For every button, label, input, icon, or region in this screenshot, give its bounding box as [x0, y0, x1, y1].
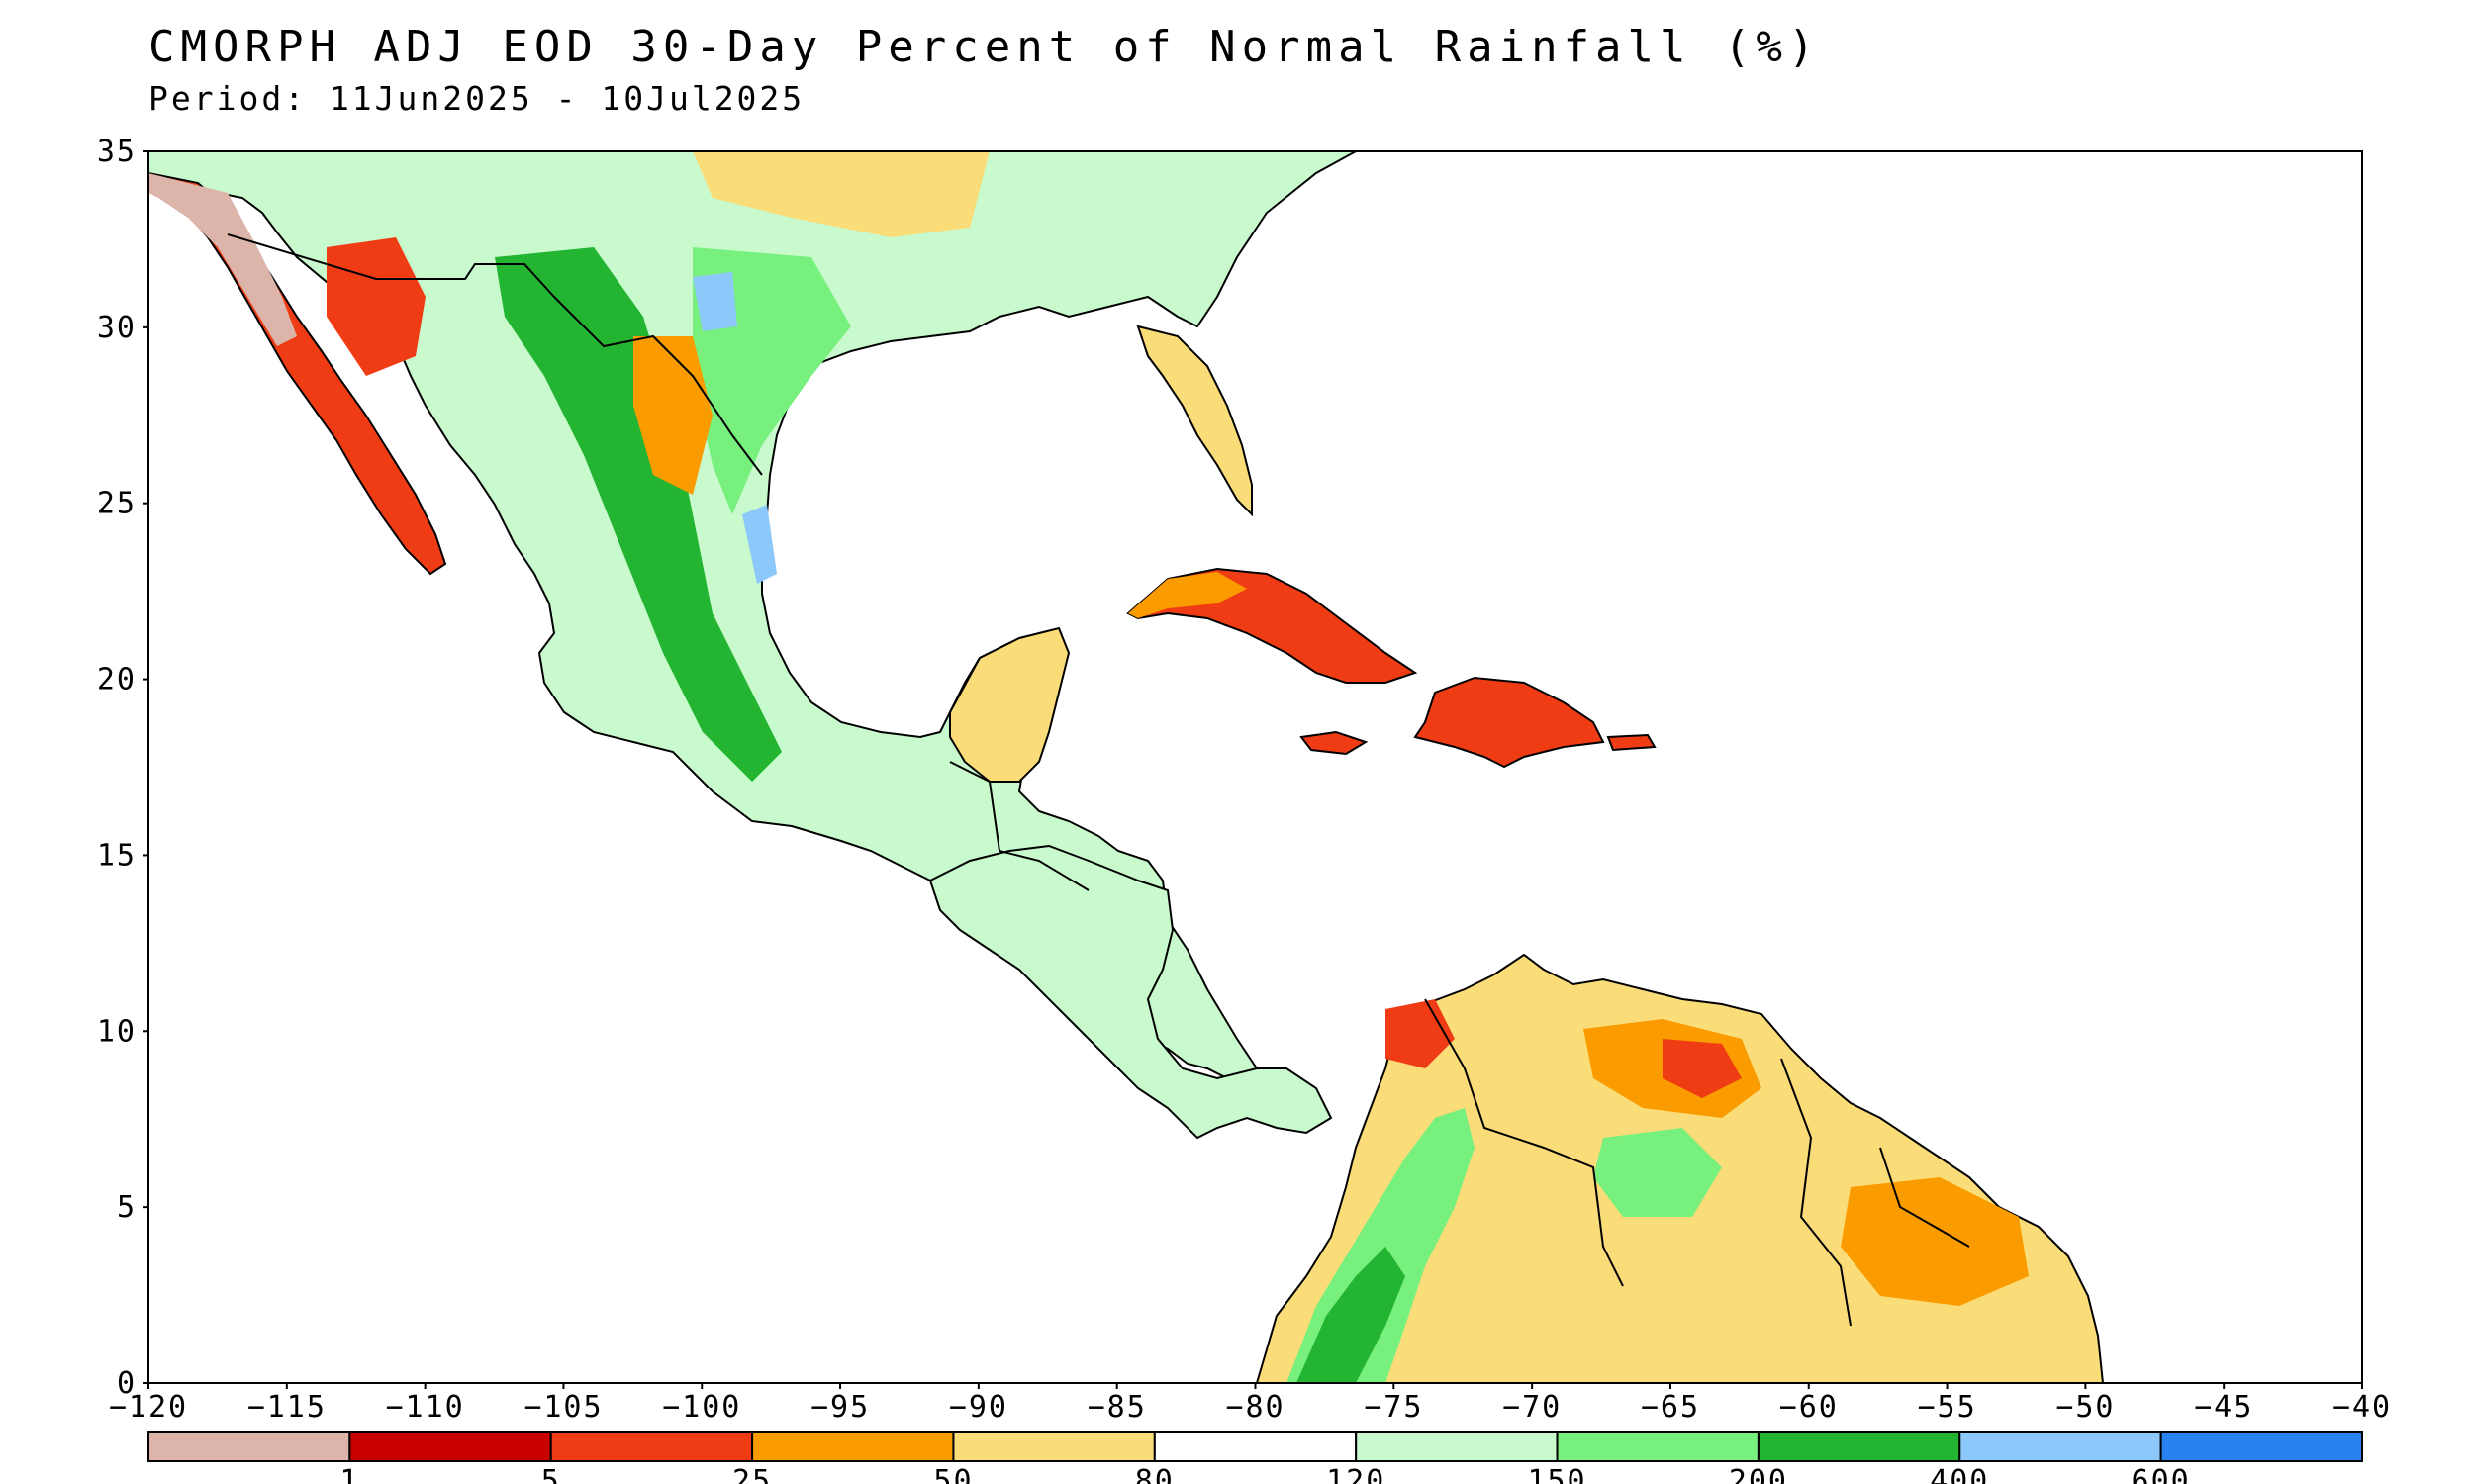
- colorbar-swatch: [147, 1431, 351, 1462]
- lon-tick-label: −100: [662, 1390, 741, 1425]
- colorbar-swatch: [1958, 1431, 2162, 1462]
- us-south-dry-zone: [693, 151, 990, 237]
- colorbar-label: 25: [732, 1464, 772, 1484]
- colorbar-label: 50: [933, 1464, 973, 1484]
- baja-dry-zone: [148, 173, 297, 346]
- lon-tick-label: −80: [1225, 1390, 1285, 1425]
- colorbar-swatch: [1757, 1431, 1961, 1462]
- lon-tick-label: −55: [1917, 1390, 1976, 1425]
- guianas-dry-zone: [1841, 1177, 2029, 1306]
- lat-tick-label: 15: [97, 838, 137, 873]
- colorbar-swatch: [549, 1431, 754, 1462]
- lon-tick-label: −75: [1364, 1390, 1423, 1425]
- central-america: [928, 844, 1333, 1140]
- sierra-madre-wet-zone: [495, 247, 782, 782]
- lon-tick-label: −105: [523, 1390, 603, 1425]
- lon-tick-label: −110: [386, 1390, 465, 1425]
- lat-tick-label: 5: [117, 1190, 137, 1225]
- colorbar-label: 120: [1326, 1464, 1385, 1484]
- national-borders: [227, 233, 1970, 1327]
- colorbar-swatch: [1153, 1431, 1358, 1462]
- texas-coast-blue-zone: [742, 505, 777, 584]
- lat-tick-label: 20: [97, 663, 137, 697]
- colorbar-label: 80: [1135, 1464, 1175, 1484]
- period-subtitle: Period: 11Jun2025 - 10Jul2025: [148, 79, 806, 118]
- puerto-rico: [1606, 733, 1657, 752]
- guyana-wet-zone: [1593, 1128, 1722, 1217]
- lon-tick-label: −65: [1641, 1390, 1700, 1425]
- lat-tick-label: 30: [97, 311, 137, 345]
- latitude-axis: 0 5 10 15 20 25 30 35: [97, 135, 148, 1401]
- colorbar-swatch: [1355, 1431, 1559, 1462]
- venezuela-driest-zone: [1663, 1039, 1742, 1098]
- map-title: CMORPH ADJ EOD 30-Day Percent of Normal …: [148, 22, 1821, 72]
- colorbar-label: 200: [1729, 1464, 1788, 1484]
- jamaica: [1299, 730, 1369, 756]
- north-colombia-dry-zone: [1385, 999, 1455, 1068]
- baja-california: [148, 171, 447, 576]
- cuba-west-zone: [1128, 572, 1247, 618]
- lon-tick-label: −95: [810, 1390, 870, 1425]
- lat-tick-label: 10: [97, 1014, 137, 1049]
- lat-tick-label: 25: [97, 487, 137, 521]
- hispaniola: [1413, 676, 1605, 769]
- longitude-axis: −120 −115 −110 −105 −100 −95 −90 −85 −80 −75 −70 −6…: [109, 1383, 2392, 1425]
- colorbar-label: 400: [1930, 1464, 1989, 1484]
- lon-tick-label: −120: [109, 1390, 188, 1425]
- colorbar-swatch: [952, 1431, 1156, 1462]
- lon-tick-label: −60: [1779, 1390, 1839, 1425]
- colorbar-swatch: [1556, 1431, 1760, 1462]
- yucatan-peninsula: [949, 626, 1071, 783]
- lat-tick-label: 0: [117, 1366, 137, 1401]
- west-texas-blue-zone: [693, 272, 737, 331]
- florida-peninsula: [1136, 325, 1253, 517]
- lon-tick-label: −85: [1088, 1390, 1147, 1425]
- lon-tick-label: −45: [2194, 1390, 2253, 1425]
- lon-tick-label: −90: [949, 1390, 1008, 1425]
- colorbar-swatch: [751, 1431, 955, 1462]
- colorbar-label: 150: [1527, 1464, 1586, 1484]
- lon-tick-label: −70: [1502, 1390, 1562, 1425]
- lon-tick-label: −50: [2055, 1390, 2115, 1425]
- colorbar-label: 600: [2132, 1464, 2191, 1484]
- colorbar-label: 5: [541, 1464, 561, 1484]
- lon-tick-label: −40: [2332, 1390, 2392, 1425]
- map-panel: [148, 151, 2105, 1383]
- colorbar-legend: 1 5 25 50 80 120 150 200 400 600: [147, 1431, 2364, 1484]
- lat-tick-label: 35: [97, 135, 137, 169]
- colorbar-swatch: [2159, 1431, 2364, 1462]
- colorbar-swatch: [348, 1431, 552, 1462]
- lon-tick-label: −115: [247, 1390, 327, 1425]
- colombia-wettest-zone: [1296, 1247, 1405, 1383]
- colorbar-label: 1: [339, 1464, 359, 1484]
